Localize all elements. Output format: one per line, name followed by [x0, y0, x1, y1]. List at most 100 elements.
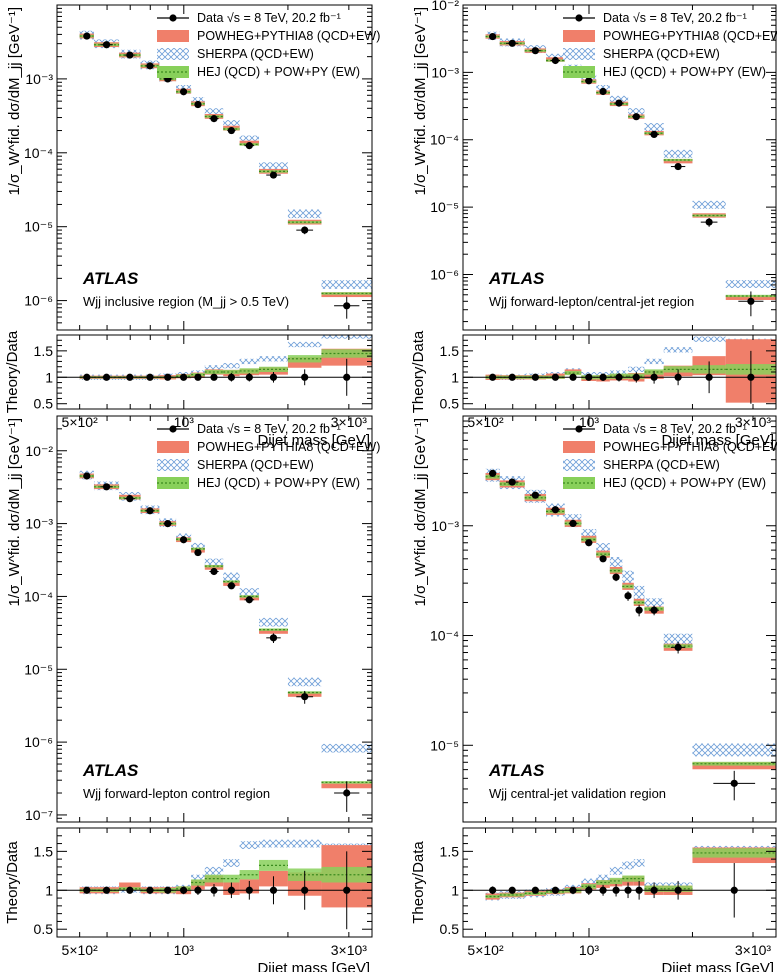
- sherpa-band: [725, 280, 776, 289]
- legend-powheg-label: POWHEG+PYTHIA8 (QCD+EW): [603, 440, 777, 454]
- x-tick-label: 10³: [174, 942, 195, 958]
- legend-data-marker: [169, 14, 177, 22]
- ratio-plot-area: [463, 336, 776, 404]
- hej-band: [259, 170, 288, 173]
- y-tick-label: 10⁻⁷: [25, 807, 53, 823]
- data-point: [83, 472, 91, 480]
- legend-powheg-label: POWHEG+PYTHIA8 (QCD+EW): [197, 29, 380, 43]
- ratio-sherpa-band: [204, 365, 224, 371]
- ratio-data-point: [489, 373, 497, 381]
- legend-data-label: Data √s = 8 TeV, 20.2 fb⁻¹: [603, 11, 747, 25]
- ratio-y-tick-label: 0.5: [440, 921, 460, 937]
- data-point: [612, 573, 620, 581]
- x-axis-label: Dijet mass [GeV]: [661, 960, 774, 972]
- y-tick-label: 10⁻⁴: [24, 145, 53, 161]
- x-axis-label: Dijet mass [GeV]: [661, 432, 774, 449]
- ratio-data-point: [650, 886, 658, 894]
- ratio-plot: 0.5 1 1.5 Theory/Data: [410, 827, 777, 938]
- ratio-plot: 0.5 1 1.5 Theory/Data: [4, 827, 373, 938]
- ratio-data-point: [674, 886, 682, 894]
- ratio-data-point: [301, 373, 309, 381]
- sherpa-band: [239, 588, 260, 597]
- hej-band: [259, 628, 288, 631]
- data-point: [632, 113, 640, 121]
- legend-powheg-label: POWHEG+PYTHIA8 (QCD+EW): [603, 29, 777, 43]
- y-tick-label: 10⁻⁴: [430, 628, 459, 644]
- y-tick-label: 10⁻³: [431, 64, 459, 80]
- data-point: [635, 606, 643, 614]
- ratio-data-point: [301, 886, 309, 894]
- data-point: [210, 567, 218, 576]
- ratio-hej-band: [596, 880, 610, 885]
- legend-sherpa-label: SHERPA (QCD+EW): [603, 458, 720, 472]
- ratio-data-point: [531, 373, 539, 381]
- legend-hej-label: HEJ (QCD) + POW+PY (EW): [197, 476, 360, 490]
- legend-sherpa-swatch: [157, 459, 189, 471]
- ratio-data-point: [599, 886, 607, 894]
- ratio-y-axis-label: Theory/Data: [410, 330, 427, 413]
- region-label: Wjj inclusive region (M_jj > 0.5 TeV): [83, 294, 289, 309]
- ratio-data-point: [180, 373, 188, 381]
- y-tick-label: 10⁻²: [25, 443, 53, 459]
- region-label: Wjj forward-lepton/central-jet region: [489, 294, 694, 309]
- atlas-label: ATLAS: [82, 269, 139, 288]
- main-frame: [462, 4, 777, 331]
- ratio-data-point: [551, 373, 559, 381]
- ratio-sherpa-band: [644, 358, 664, 365]
- y-axis-label: 1/σ_W^fid. dσ/dM_jj [GeV⁻¹]: [412, 418, 429, 607]
- chart-panel-1: 10⁻⁶ 10⁻⁵ 10⁻⁴ 10⁻³1/σ_W^fid. dσ/dM_jj [GeV…: [4, 4, 380, 449]
- ratio-sherpa-band: [223, 859, 240, 867]
- data-point: [210, 115, 218, 123]
- x-tick-label: 5×10²: [62, 942, 99, 958]
- data-point: [126, 495, 134, 503]
- ratio-y-axis-label: Theory/Data: [410, 841, 427, 924]
- data-point: [102, 483, 111, 491]
- data-point: [674, 643, 682, 651]
- ratio-data-point: [245, 373, 253, 381]
- y-axis-label: 1/σ_W^fid. dσ/dM_jj [GeV⁻¹]: [6, 7, 23, 196]
- data-point: [146, 62, 154, 70]
- sherpa-band: [204, 558, 224, 568]
- data-point: [585, 77, 593, 85]
- ratio-hej-band: [259, 859, 288, 871]
- ratio-data-point: [102, 886, 111, 894]
- atlas-label: ATLAS: [82, 761, 139, 780]
- data-point: [83, 32, 91, 40]
- ratio-data-point: [599, 373, 607, 381]
- ratio-data-point: [705, 373, 713, 381]
- ratio-y-tick-label: 1: [451, 882, 459, 898]
- ratio-hej-band: [663, 366, 693, 373]
- ratio-data-point: [650, 373, 658, 381]
- main-plot-area: [79, 30, 372, 319]
- data-point: [343, 789, 351, 797]
- y-tick-label: 10⁻⁶: [24, 293, 53, 309]
- data-point: [624, 592, 632, 600]
- data-point: [227, 582, 236, 590]
- data-point: [650, 130, 658, 139]
- sherpa-band: [239, 135, 260, 145]
- ratio-y-tick-label: 1.5: [440, 343, 460, 359]
- sherpa-band: [663, 149, 693, 158]
- data-point: [269, 171, 278, 179]
- data-point: [102, 41, 111, 49]
- ratio-sherpa-band: [596, 874, 610, 883]
- data-point: [227, 126, 236, 135]
- data-point: [146, 507, 154, 515]
- ratio-y-axis-label: Theory/Data: [4, 841, 21, 924]
- main-plot: 10⁻⁵ 10⁻⁴ 10⁻³1/σ_W^fid. dσ/dM_jj [GeV⁻¹] D…: [412, 415, 777, 823]
- y-tick-label: 10⁻³: [25, 71, 53, 87]
- legend-sherpa-swatch: [157, 48, 189, 60]
- data-point: [551, 56, 559, 65]
- data-point: [599, 87, 607, 96]
- main-plot-area: [79, 470, 372, 812]
- legend-powheg-swatch: [157, 30, 189, 42]
- ratio-data-point: [83, 373, 91, 381]
- legend-sherpa-label: SHERPA (QCD+EW): [197, 458, 314, 472]
- sherpa-band: [223, 572, 240, 582]
- x-tick-label: 5×10²: [467, 414, 504, 430]
- legend-data-marker: [575, 425, 583, 433]
- data-point: [508, 478, 516, 486]
- ratio-data-point: [551, 886, 559, 894]
- chart-panel-3: 10⁻⁷ 10⁻⁶ 10⁻⁵ 10⁻⁴ 10⁻³ 10⁻²1/σ_W^fid. dσ/dM…: [4, 415, 380, 972]
- y-tick-label: 10⁻⁴: [430, 132, 459, 148]
